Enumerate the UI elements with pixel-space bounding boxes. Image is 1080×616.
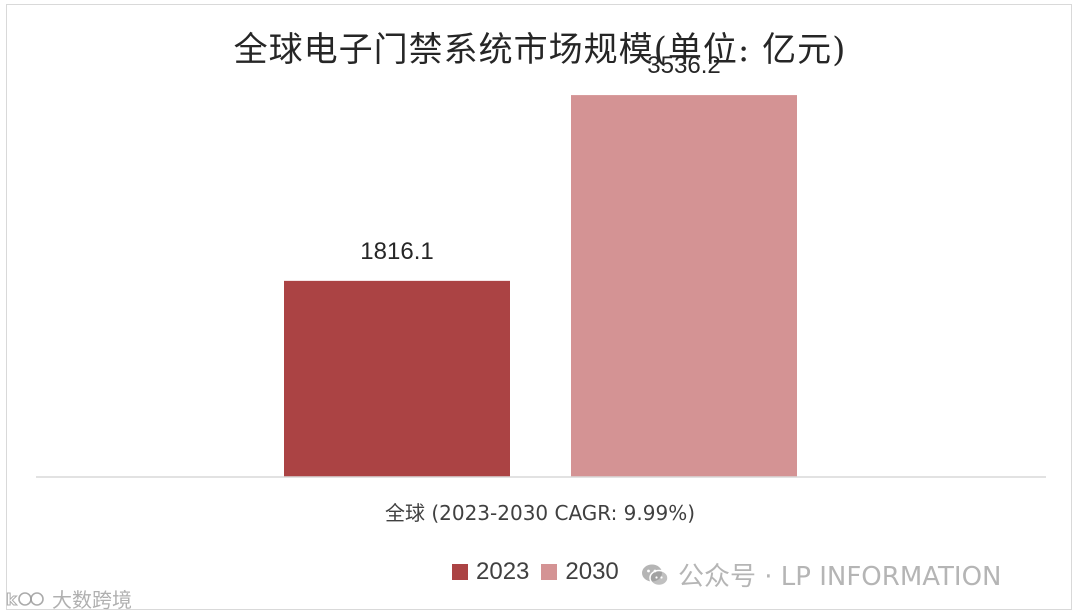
legend-swatch-2030 bbox=[541, 564, 558, 580]
legend-item-2023: 2023 bbox=[452, 558, 529, 586]
legend: 2023 2030 bbox=[452, 558, 631, 586]
legend-item-2030: 2030 bbox=[541, 558, 619, 586]
bars-group: 1816.1 3536.2 bbox=[284, 52, 797, 478]
data-label-2023: 1816.1 bbox=[360, 238, 433, 265]
bar-2023 bbox=[284, 280, 510, 477]
watermark-text: 公众号 · LP INFORMATION bbox=[678, 562, 1002, 592]
legend-label-2030: 2030 bbox=[565, 558, 619, 585]
corner-watermark: k 大数跨境 bbox=[6, 584, 132, 613]
chart-title: 全球电子门禁系统市场规模(单位: 亿元) bbox=[233, 30, 847, 70]
logo-icon: k bbox=[6, 589, 44, 609]
data-label-2030: 3536.2 bbox=[647, 52, 720, 79]
legend-swatch-2023 bbox=[452, 564, 468, 580]
corner-watermark-text: 大数跨境 bbox=[52, 588, 132, 612]
legend-label-2023: 2023 bbox=[476, 558, 530, 585]
svg-text:k: k bbox=[6, 590, 17, 609]
category-label: 全球 (2023-2030 CAGR: 9.99%) bbox=[384, 501, 696, 525]
watermark: 公众号 · LP INFORMATION bbox=[640, 556, 1002, 593]
bar-2030 bbox=[571, 95, 797, 478]
wechat-icon bbox=[642, 564, 669, 586]
chart-frame bbox=[6, 4, 1072, 610]
